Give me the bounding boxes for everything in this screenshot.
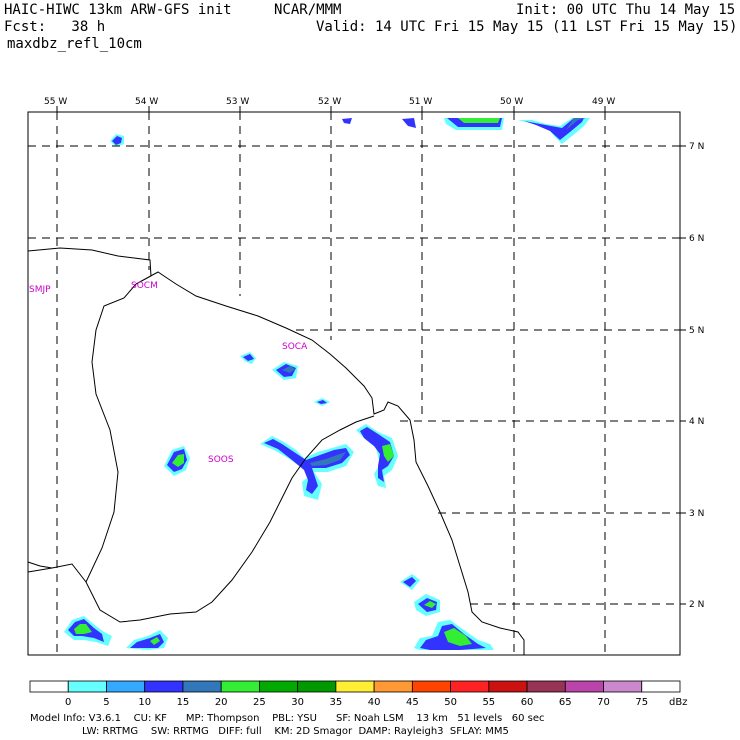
forecast-hour: Fcst: 38 h	[4, 19, 106, 35]
colorbar-tick-label: 50	[444, 697, 457, 708]
org-label: NCAR/MMM	[274, 2, 342, 18]
colorbar-tick-label: 75	[635, 697, 648, 708]
colorbar-swatch	[373, 680, 413, 693]
colorbar: 0 5 10 15 20 25 30 35 40 45 50 55 60 65 70 75	[29, 680, 681, 708]
colorbar-tick-label: 45	[406, 697, 419, 708]
colorbar-swatch	[641, 680, 681, 693]
colorbar-swatch	[335, 680, 375, 693]
station-socm: SOCM	[131, 281, 158, 291]
colorbar-swatch	[259, 680, 299, 693]
colorbar-unit: dBz	[669, 697, 687, 708]
lon-label-50w: 50 W	[500, 97, 523, 107]
model-info-line1: Model Info: V3.6.1 CU: KF MP: Thompson P…	[30, 713, 545, 724]
station-smjp: SMJP	[29, 285, 51, 295]
colorbar-swatch	[67, 680, 107, 693]
lon-label-54w: 54 W	[135, 97, 158, 107]
colorbar-tick-label: 70	[597, 697, 610, 708]
lat-label-4n: 4 N	[689, 417, 704, 427]
colorbar-swatch	[29, 680, 69, 693]
colorbar-tick-label: 55	[482, 697, 495, 708]
colorbar-tick-label: 40	[368, 697, 381, 708]
lat-label-6n: 6 N	[689, 234, 704, 244]
model-title: HAIC-HIWC 13km ARW-GFS init	[4, 2, 232, 18]
init-time: Init: 00 UTC Thu 14 May 15	[516, 2, 736, 18]
coastlines	[27, 247, 525, 655]
model-info-line2: LW: RRTMG SW: RRTMG DIFF: full KM: 2D Sm…	[82, 726, 509, 737]
colorbar-swatch	[603, 680, 643, 693]
colorbar-tick-label: 35	[330, 697, 343, 708]
colorbar-tick-label: 10	[138, 697, 151, 708]
lat-label-2n: 2 N	[689, 600, 704, 610]
colorbar-swatch	[182, 680, 222, 693]
colorbar-tick-label: 60	[521, 697, 534, 708]
colorbar-tick-label: 15	[177, 697, 190, 708]
lon-label-55w: 55 W	[44, 97, 67, 107]
colorbar-swatch	[488, 680, 528, 693]
colorbar-tick-label: 20	[215, 697, 228, 708]
colorbar-swatch	[564, 680, 604, 693]
lon-label-51w: 51 W	[409, 97, 432, 107]
station-soos: SOOS	[208, 455, 234, 465]
colorbar-swatch	[106, 680, 146, 693]
lon-label-53w: 53 W	[226, 97, 249, 107]
colorbar-tick-label: 0	[65, 697, 71, 708]
colorbar-swatch	[297, 680, 337, 693]
colorbar-swatch	[526, 680, 566, 693]
colorbar-tick-label: 5	[103, 697, 109, 708]
field-name: maxdbz_refl_10cm	[7, 36, 142, 52]
reflectivity-echoes	[64, 118, 590, 650]
axis-ticks	[56, 106, 686, 605]
lon-label-49w: 49 W	[592, 97, 615, 107]
colorbar-swatch	[220, 680, 260, 693]
valid-time: Valid: 14 UTC Fri 15 May 15 (11 LST Fri …	[316, 19, 738, 35]
lon-label-52w: 52 W	[318, 97, 341, 107]
colorbar-swatch	[411, 680, 451, 693]
latlon-grid	[28, 112, 680, 655]
map-frame	[27, 111, 681, 656]
colorbar-swatch	[144, 680, 184, 693]
lat-label-7n: 7 N	[689, 142, 704, 152]
colorbar-tick-label: 30	[291, 697, 304, 708]
colorbar-tick-label: 25	[253, 697, 266, 708]
colorbar-tick-label: 65	[559, 697, 572, 708]
lat-label-3n: 3 N	[689, 509, 704, 519]
lat-label-5n: 5 N	[689, 326, 704, 336]
station-soca: SOCA	[282, 342, 308, 352]
colorbar-swatch	[450, 680, 490, 693]
